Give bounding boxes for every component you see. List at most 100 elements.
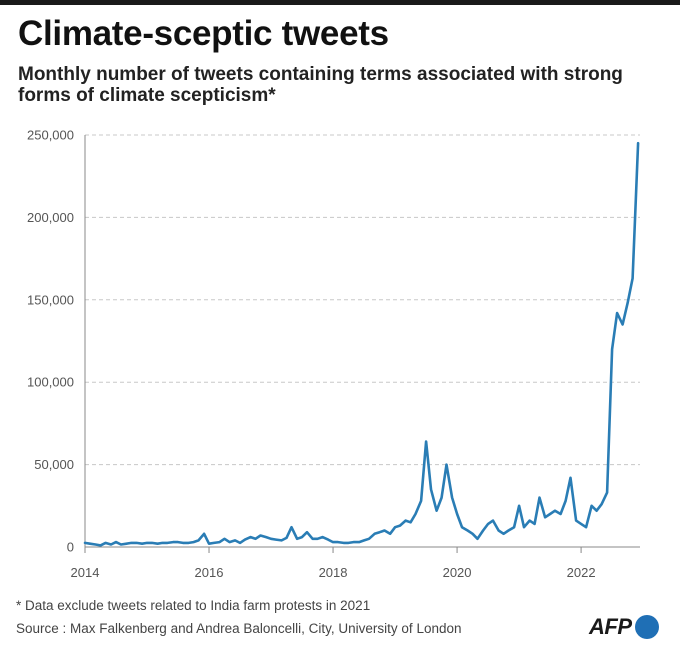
- y-tick-label: 0: [67, 540, 74, 555]
- data-point: [275, 538, 277, 541]
- data-point: [187, 542, 190, 544]
- data-point: [99, 544, 102, 547]
- x-tick-label: 2020: [443, 565, 472, 580]
- data-point: [172, 541, 174, 543]
- data-point: [234, 539, 236, 542]
- data-point: [151, 542, 153, 544]
- data-point: [445, 463, 448, 466]
- data-point: [146, 542, 148, 544]
- data-point: [110, 543, 112, 546]
- data-point: [290, 526, 293, 528]
- data-point: [544, 516, 546, 519]
- data-point: [337, 541, 339, 543]
- data-point: [580, 523, 582, 525]
- data-point: [213, 542, 215, 544]
- data-point: [244, 538, 246, 541]
- data-point: [192, 541, 195, 543]
- data-point: [404, 519, 407, 522]
- data-point: [476, 538, 479, 540]
- data-point: [549, 513, 551, 515]
- data-point: [89, 542, 91, 545]
- grid-layer: [85, 134, 640, 466]
- data-point: [280, 539, 283, 542]
- data-point: [182, 542, 184, 544]
- data-point: [492, 519, 494, 522]
- data-point: [130, 542, 133, 544]
- data-point: [435, 509, 438, 512]
- data-point: [135, 542, 138, 544]
- data-point: [507, 529, 510, 532]
- data-point: [528, 519, 531, 522]
- data-point: [342, 542, 345, 544]
- data-point: [120, 543, 122, 546]
- data-point: [347, 542, 350, 544]
- data-point: [254, 538, 257, 540]
- data-point: [502, 533, 505, 535]
- data-point: [223, 538, 226, 540]
- data-point: [559, 513, 562, 515]
- data-point: [197, 539, 200, 542]
- data-point: [606, 491, 608, 494]
- series-line: [83, 141, 640, 547]
- data-point: [399, 524, 401, 527]
- data-point: [533, 523, 536, 525]
- data-point: [554, 509, 556, 512]
- afp-logo: AFP: [589, 612, 659, 642]
- data-point: [482, 529, 484, 532]
- data-point: [84, 542, 86, 544]
- data-point: [575, 519, 577, 522]
- data-point: [265, 536, 267, 538]
- data-point: [94, 543, 97, 546]
- data-point: [595, 509, 598, 512]
- data-point: [440, 496, 443, 499]
- x-tick-label: 2022: [567, 565, 596, 580]
- data-point: [161, 542, 164, 544]
- data-point: [466, 529, 469, 532]
- data-point: [425, 440, 427, 443]
- data-point: [378, 531, 381, 533]
- data-point: [352, 541, 355, 543]
- data-point: [203, 533, 205, 535]
- data-point: [218, 541, 221, 543]
- data-point: [332, 541, 334, 543]
- data-point: [316, 538, 319, 540]
- data-point: [321, 536, 324, 538]
- data-point: [270, 538, 272, 540]
- data-point: [125, 542, 128, 545]
- x-tick-label: 2014: [71, 565, 100, 580]
- data-point: [259, 534, 262, 537]
- data-point: [585, 526, 587, 528]
- data-point: [141, 542, 143, 545]
- afp-logo-text: AFP: [589, 614, 632, 639]
- data-point: [611, 348, 613, 350]
- data-point: [430, 488, 432, 491]
- data-point: [513, 526, 515, 528]
- data-point: [166, 542, 169, 544]
- y-tick-label: 50,000: [34, 457, 74, 472]
- y-tick-label: 100,000: [27, 375, 74, 390]
- data-point: [600, 503, 603, 506]
- data-point: [590, 505, 593, 507]
- chart-title: Climate-sceptic tweets: [18, 14, 389, 53]
- data-point: [626, 302, 629, 304]
- data-point: [306, 531, 308, 533]
- data-point: [523, 526, 525, 528]
- data-point: [363, 539, 365, 542]
- data-point: [208, 542, 210, 545]
- data-point: [471, 533, 474, 535]
- data-point: [296, 538, 298, 540]
- data-point: [368, 538, 370, 540]
- data-point: [569, 477, 572, 479]
- chart-subtitle: Monthly number of tweets containing term…: [18, 64, 623, 106]
- data-point: [564, 500, 567, 502]
- data-point: [518, 505, 520, 507]
- data-point: [177, 541, 179, 543]
- y-tick-label: 200,000: [27, 210, 74, 225]
- data-point: [301, 536, 303, 538]
- data-point: [631, 277, 634, 280]
- data-point: [637, 142, 639, 144]
- data-point: [115, 541, 117, 543]
- data-point: [394, 526, 396, 528]
- data-point: [373, 533, 376, 535]
- data-point: [414, 513, 417, 515]
